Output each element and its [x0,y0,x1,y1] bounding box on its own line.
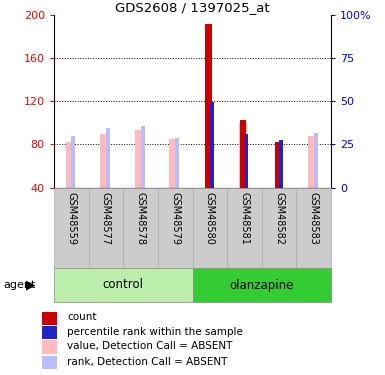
Bar [135,130,144,188]
Text: GSM48580: GSM48580 [205,192,215,244]
Bar [192,188,227,268]
Text: olanzapine: olanzapine [229,279,294,291]
Title: GDS2608 / 1397025_at: GDS2608 / 1397025_at [115,1,270,14]
Bar [175,138,179,188]
Bar [65,142,74,188]
Text: GSM48559: GSM48559 [66,192,76,244]
Text: rank, Detection Call = ABSENT: rank, Detection Call = ABSENT [67,357,228,367]
Bar [123,188,158,268]
Bar [106,128,110,188]
Bar [262,188,296,268]
Text: percentile rank within the sample: percentile rank within the sample [67,327,243,337]
Bar [308,136,317,188]
Bar [314,132,318,188]
Bar [42,312,57,325]
Bar [210,102,214,188]
Bar [141,126,145,188]
Bar [89,188,123,268]
Text: GSM48577: GSM48577 [101,192,111,244]
Bar [54,188,89,268]
Text: GSM48582: GSM48582 [274,192,284,244]
Text: GSM48579: GSM48579 [170,192,180,244]
Bar [227,188,262,268]
Bar [239,123,248,188]
Text: count: count [67,312,97,322]
Bar [100,134,109,188]
Bar [42,340,57,354]
Text: ▶: ▶ [26,279,36,291]
Bar [54,268,192,302]
Text: value, Detection Call = ABSENT: value, Detection Call = ABSENT [67,341,233,351]
Text: control: control [103,279,144,291]
Bar [192,268,331,302]
Bar [205,24,212,188]
Bar [240,120,246,188]
Bar [275,142,281,188]
Bar [42,356,57,369]
Text: GSM48583: GSM48583 [309,192,319,244]
Bar [280,140,283,188]
Text: agent: agent [4,280,36,290]
Bar [296,188,331,268]
Bar [245,134,248,188]
Bar [169,139,178,188]
Text: GSM48581: GSM48581 [239,192,249,244]
Bar [158,188,192,268]
Bar [42,326,57,339]
Text: GSM48578: GSM48578 [136,192,146,244]
Bar [71,136,75,188]
